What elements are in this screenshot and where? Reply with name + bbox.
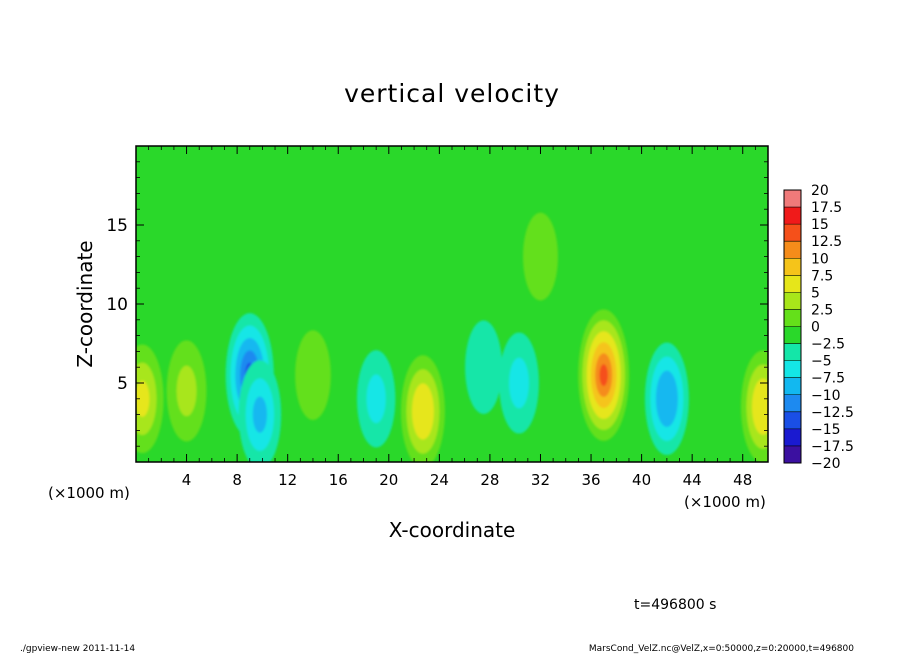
colorbar-band	[784, 360, 801, 379]
colorbar-label: −7.5	[811, 371, 845, 387]
colorbar-label: 10	[811, 251, 829, 267]
heatmap-band	[417, 397, 429, 426]
x-tick-label: 44	[683, 471, 702, 489]
heatmap-feature	[578, 309, 630, 441]
heatmap-band	[523, 212, 558, 301]
heatmap-feature	[295, 330, 331, 420]
heatmap-feature	[400, 355, 445, 462]
colorbar-band	[784, 241, 801, 259]
heatmap-band	[509, 357, 529, 409]
colorbar-label: 0	[811, 320, 820, 336]
x-tick-label: 40	[632, 471, 651, 489]
heatmap-feature	[166, 340, 207, 442]
heatmap-feature	[740, 350, 768, 462]
x-tick-label: 28	[480, 471, 499, 489]
heatmap-band	[366, 374, 386, 424]
colorbar-label: −20	[811, 456, 841, 472]
colorbar-label: −17.5	[811, 439, 854, 455]
x-tick-label: 4	[182, 471, 192, 489]
colorbar-label: 12.5	[811, 234, 842, 250]
colorbar-label: 2.5	[811, 302, 833, 318]
heatmap-band	[474, 343, 493, 391]
colorbar-label: 17.5	[811, 200, 842, 216]
heatmap-feature	[644, 342, 689, 456]
colorbar-band	[784, 326, 801, 345]
colorbar-label: −5	[811, 354, 832, 370]
x-tick-label: 24	[430, 471, 449, 489]
heatmap-feature	[356, 350, 396, 448]
colorbar-band	[784, 292, 801, 310]
y-tick-label: 5	[117, 374, 128, 394]
heatmap-features	[136, 212, 768, 462]
x-tick-label: 12	[278, 471, 297, 489]
colorbar-band	[784, 190, 801, 208]
colorbar-band	[784, 275, 801, 293]
x-axis-label: X-coordinate	[389, 518, 516, 542]
footer-right: MarsCond_VelZ.nc@VelZ,x=0:50000,z=0:2000…	[589, 644, 854, 654]
colorbar-label: 7.5	[811, 268, 833, 284]
heatmap-feature	[465, 320, 503, 414]
colorbar-band	[784, 394, 801, 413]
colorbar-band	[784, 207, 801, 225]
x-tick-label: 20	[379, 471, 398, 489]
y-axis-ticks: 5 10 15	[106, 161, 768, 447]
footer-left: ./gpview-new 2011-11-14	[20, 644, 135, 654]
x-axis-unit-left: (×1000 m)	[48, 484, 130, 502]
colorbar-band	[784, 343, 801, 362]
x-axis-unit-right: (×1000 m)	[684, 493, 766, 511]
heatmap-band	[757, 392, 768, 421]
x-tick-label: 36	[581, 471, 600, 489]
colorbar-band	[784, 445, 801, 464]
colorbar-band	[784, 411, 801, 430]
y-axis-label: Z-coordinate	[73, 240, 97, 367]
chart-title: vertical velocity	[344, 79, 560, 108]
heatmap-feature	[136, 344, 164, 454]
x-tick-label: 8	[232, 471, 242, 489]
colorbar-label: −12.5	[811, 405, 854, 421]
colorbar-label: 15	[811, 217, 829, 233]
colorbar-band	[784, 309, 801, 327]
time-label: t=496800 s	[634, 597, 716, 613]
colorbar-label: 5	[811, 285, 820, 301]
x-tick-label: 32	[531, 471, 550, 489]
colorbar-label: 20	[811, 183, 829, 199]
heatmap-band	[295, 330, 331, 420]
colorbar-band	[784, 428, 801, 447]
x-tick-label: 48	[733, 471, 752, 489]
x-axis-ticks: 4 8 12 16 20 24 28 32 36 40 44 48	[148, 146, 769, 489]
heatmap-band	[136, 380, 150, 417]
heatmap-feature	[499, 332, 539, 434]
x-tick-label: 16	[329, 471, 348, 489]
colorbar-band	[784, 258, 801, 276]
y-tick-label: 10	[106, 295, 128, 315]
heatmap-band	[661, 384, 673, 413]
y-tick-label: 15	[106, 216, 128, 236]
heatmap-feature	[523, 212, 558, 301]
colorbar-band	[784, 224, 801, 242]
heatmap-band	[252, 396, 267, 433]
heatmap-band	[599, 364, 608, 387]
colorbar-label: −2.5	[811, 337, 845, 353]
colorbar-label: −15	[811, 422, 841, 438]
heatmap-feature	[238, 360, 282, 462]
heatmap-band	[176, 365, 197, 417]
colorbar-label: −10	[811, 388, 841, 404]
plot-area	[136, 146, 768, 462]
colorbar-band	[784, 377, 801, 396]
